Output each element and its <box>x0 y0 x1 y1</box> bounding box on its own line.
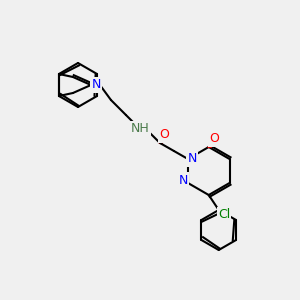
Text: NH: NH <box>130 122 149 136</box>
Text: O: O <box>209 133 219 146</box>
Text: O: O <box>159 128 169 142</box>
Text: N: N <box>178 173 188 187</box>
Text: Cl: Cl <box>218 208 230 221</box>
Text: N: N <box>91 79 101 92</box>
Text: N: N <box>187 152 196 166</box>
